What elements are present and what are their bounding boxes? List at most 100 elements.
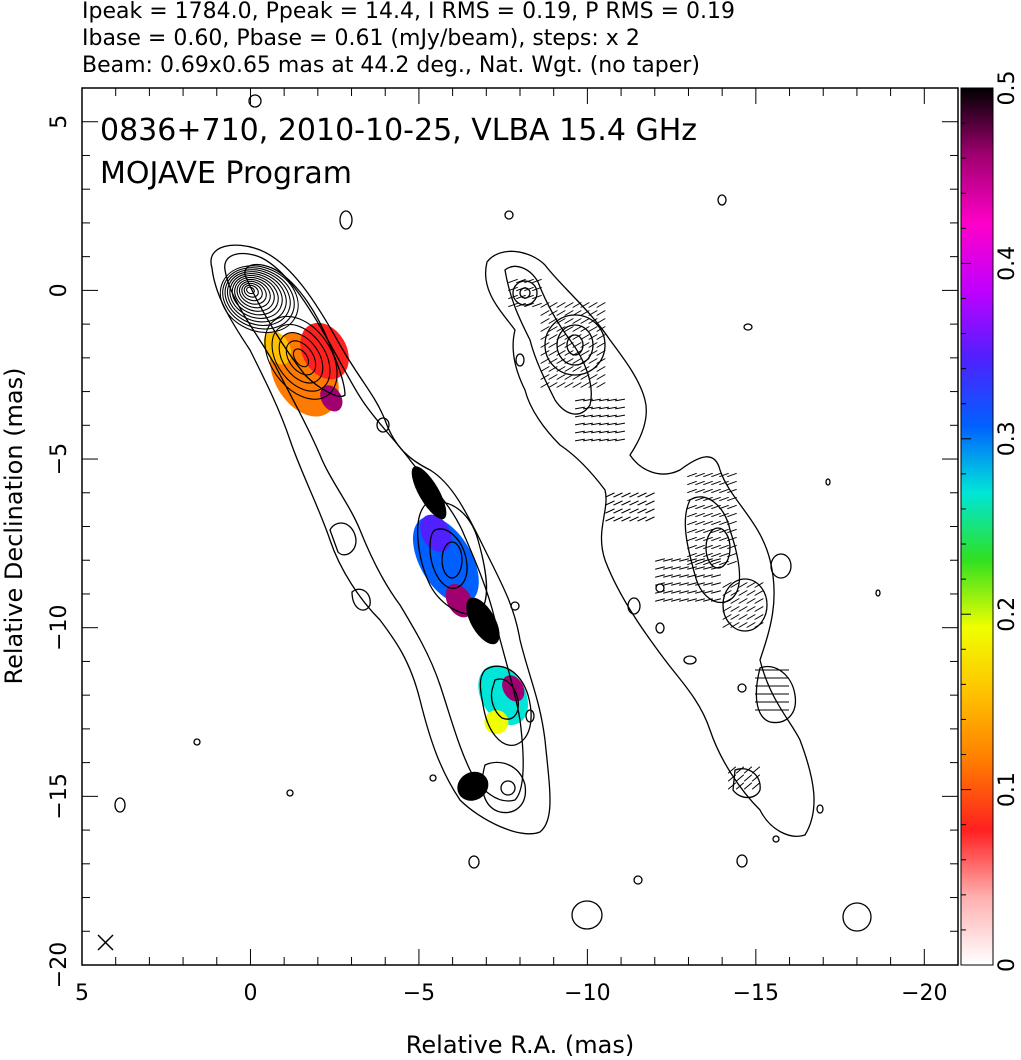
evpa-vector [621, 492, 631, 498]
evpa-vector [596, 326, 606, 332]
evpa-vector [719, 536, 729, 542]
evpa-vector [524, 294, 534, 300]
evpa-vector [588, 326, 598, 332]
evpa-vector [598, 422, 610, 426]
evpa-vector [711, 590, 721, 594]
evpa-vector [540, 302, 550, 308]
evpa-vector [719, 504, 729, 510]
evpa-vector [606, 406, 618, 410]
right-core-contour [512, 280, 538, 306]
evpa-vector [711, 574, 721, 578]
evpa-vector [540, 366, 550, 372]
evpa-vector [588, 358, 598, 364]
colorbar-ticks: 0 0.1 0.2 0.3 0.4 0.5 [961, 71, 1020, 972]
evpa-vector [695, 552, 705, 558]
evpa-vector [695, 590, 705, 594]
evpa-vector [605, 492, 615, 498]
evpa-vector [679, 590, 689, 594]
evpa-vector [637, 516, 647, 522]
evpa-vector [695, 496, 705, 502]
evpa-vector [727, 472, 737, 478]
evpa-vector [722, 598, 732, 604]
evpa-vector [548, 382, 558, 388]
evpa-vector [582, 430, 594, 434]
evpa-vector [596, 318, 606, 324]
evpa-vector [754, 598, 764, 604]
y-tick-label: 0 [47, 283, 72, 297]
colorbar-tick-label: 0.4 [995, 246, 1020, 281]
evpa-vector [727, 774, 737, 782]
evpa-vector [548, 350, 558, 356]
evpa-vector [637, 500, 647, 506]
right-island [825, 478, 831, 486]
evpa-vector [722, 606, 732, 612]
evpa-vector [508, 294, 518, 300]
evpa-vector [556, 342, 566, 348]
evpa-vector [695, 544, 705, 550]
evpa-vector [564, 318, 574, 324]
evpa-vector [730, 614, 740, 620]
evpa-vector [572, 334, 582, 340]
evpa-vector [540, 326, 550, 332]
evpa-vector [572, 374, 582, 380]
right-island [717, 194, 727, 206]
evpa-vector [564, 302, 574, 308]
evpa-vector [548, 342, 558, 348]
evpa-vector [588, 302, 598, 308]
evpa-vector [614, 438, 626, 442]
island-contour [510, 601, 520, 611]
frac-pol-patch [412, 516, 479, 604]
evpa-vector [730, 590, 740, 596]
evpa-vector [695, 536, 705, 542]
right-island [683, 655, 697, 665]
evpa-vector [614, 406, 626, 410]
evpa-vector [754, 582, 764, 588]
evpa-vector [564, 374, 574, 380]
right-island [633, 875, 643, 885]
evpa-vector [588, 318, 598, 324]
evpa-vector [671, 558, 681, 562]
core-contour-ring [243, 284, 259, 298]
component-contour-ring [264, 315, 338, 400]
evpa-vector [605, 508, 615, 514]
evpa-vector [679, 574, 689, 578]
evpa-vector [606, 414, 618, 418]
evpa-vector [582, 438, 594, 442]
evpa-vector [548, 302, 558, 308]
evpa-vector [711, 504, 721, 510]
island-contour [193, 738, 201, 746]
y-tick-label: −20 [47, 942, 72, 988]
evpa-vector [524, 302, 534, 308]
evpa-vector [629, 508, 639, 514]
evpa-vector [598, 430, 610, 434]
colorbar-tick-label: 0.3 [995, 421, 1020, 456]
left-panel-contours [114, 94, 551, 869]
evpa-vector [540, 374, 550, 380]
evpa-vector [687, 488, 697, 494]
evpa-vector [540, 358, 550, 364]
evpa-vector [703, 544, 713, 550]
right-jet-outer-contour [485, 250, 815, 837]
header-line-3: Beam: 0.69x0.65 mas at 44.2 deg., Nat. W… [82, 53, 700, 78]
evpa-vector [590, 430, 602, 434]
evpa-vector [679, 566, 689, 570]
evpa-vector [695, 488, 705, 494]
evpa-vector [687, 496, 697, 502]
evpa-vector [735, 774, 745, 782]
evpa-vector [564, 310, 574, 316]
evpa-vector [730, 622, 740, 628]
evpa-vector [711, 488, 721, 494]
evpa-vector [695, 528, 705, 534]
evpa-vector [556, 318, 566, 324]
evpa-vector [738, 606, 748, 612]
evpa-vector [596, 382, 606, 388]
evpa-vector [695, 582, 705, 586]
evpa-vector [711, 520, 721, 526]
evpa-vector [590, 406, 602, 410]
evpa-vector [556, 382, 566, 388]
evpa-vector [548, 318, 558, 324]
evpa-vector [735, 782, 745, 790]
evpa-vector [695, 472, 705, 478]
right-panel-contours [485, 194, 881, 932]
